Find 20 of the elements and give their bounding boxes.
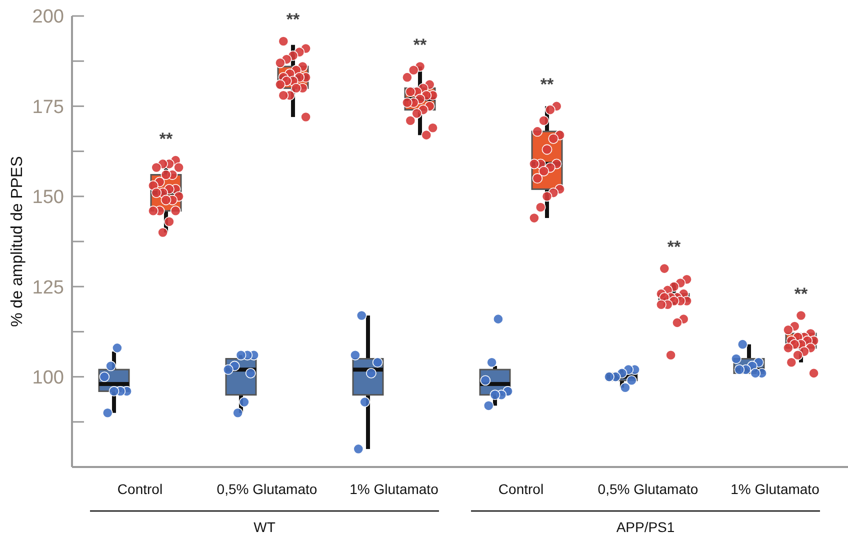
x-tick-label: 0,5% Glutamato bbox=[216, 481, 318, 497]
y-tick-label: 200 bbox=[32, 6, 64, 28]
annotation: ** bbox=[286, 10, 300, 30]
x-tick-label: 1% Glutamato bbox=[350, 481, 439, 497]
annotation: ** bbox=[667, 238, 681, 257]
y-tick-label: 150 bbox=[32, 187, 64, 208]
text: WT bbox=[254, 519, 276, 535]
text: APP/PS1 bbox=[616, 519, 675, 535]
annotation: ** bbox=[159, 129, 173, 148]
annotation: ** bbox=[794, 284, 808, 304]
x-tick-label: 1% Glutamato bbox=[730, 481, 820, 497]
y-tick-label: 100 bbox=[32, 367, 64, 388]
x-tick-label: Control bbox=[498, 481, 544, 497]
annotation: ** bbox=[540, 75, 554, 94]
x-tick-label: 0,5% Glutamato bbox=[598, 481, 698, 497]
y-axis-title: % de amplitud de PPES bbox=[9, 156, 26, 327]
annotation: ** bbox=[413, 35, 427, 54]
x-tick-label: Control bbox=[117, 481, 163, 497]
y-tick-label: 125 bbox=[32, 277, 64, 298]
y-tick-label: 175 bbox=[32, 96, 64, 118]
